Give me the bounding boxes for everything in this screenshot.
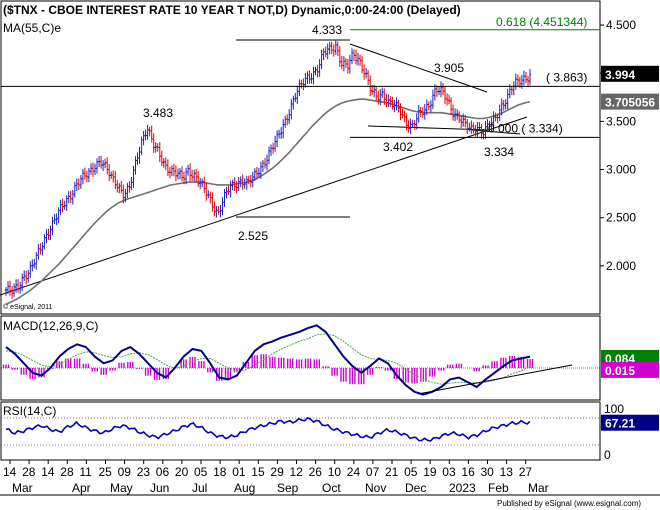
x-month-label: Aug bbox=[234, 481, 255, 495]
rsi-panel: RSI(14,C) 100 0 bbox=[0, 401, 624, 462]
x-day-label: 28 bbox=[22, 465, 36, 479]
time-axis: 14 28 14 28 11 25 09 23 06 20 05 18 01 15 29 12 26 10 24 07… bbox=[3, 460, 549, 495]
rsi-value-text: 67.21 bbox=[605, 417, 635, 431]
x-month-label: May bbox=[110, 481, 133, 495]
x-day-label: 29 bbox=[270, 465, 284, 479]
x-day-label: 12 bbox=[290, 465, 304, 479]
rsi-line bbox=[5, 416, 531, 442]
footer-credit: Published by eSignal (www.esignal.com) bbox=[497, 499, 641, 508]
peak-label-4333: 4.333 bbox=[312, 23, 342, 37]
macd-line bbox=[5, 324, 531, 396]
x-month-label: Sep bbox=[277, 481, 299, 495]
peak-label-3905: 3.905 bbox=[434, 61, 464, 75]
x-month-label: Feb bbox=[488, 481, 509, 495]
x-day-label: 23 bbox=[137, 465, 151, 479]
price-tick-label: 2.000 bbox=[606, 259, 636, 273]
trendlines bbox=[0, 39, 528, 296]
x-day-label: 13 bbox=[500, 465, 514, 479]
ma-label: MA(55,C)e bbox=[3, 21, 61, 35]
price-tick-label: 3.000 bbox=[606, 163, 636, 177]
rsi-tick-100: 100 bbox=[604, 402, 624, 416]
macd-signal-line bbox=[5, 333, 531, 385]
fib-zero-label: 0.000 ( 3.334) bbox=[488, 121, 563, 135]
fib-618-label: 0.618 (4.451344) bbox=[496, 15, 587, 29]
trendline-tail bbox=[471, 129, 521, 135]
x-day-label: 03 bbox=[442, 465, 456, 479]
x-day-label: 16 bbox=[461, 465, 475, 479]
macd-label: MACD(12,26,9,C) bbox=[3, 319, 98, 333]
hist-value-box bbox=[601, 361, 659, 378]
x-month-label: Nov bbox=[365, 481, 386, 495]
x-month-label: Mar bbox=[528, 481, 549, 495]
x-day-label: 20 bbox=[175, 465, 189, 479]
ma-value-box bbox=[601, 93, 659, 110]
x-day-label: 24 bbox=[347, 465, 361, 479]
ma-value-text: 3.705056 bbox=[605, 96, 655, 110]
last-price-box bbox=[601, 65, 659, 82]
rsi-label: RSI(14,C) bbox=[3, 404, 56, 418]
ma-55-path bbox=[5, 98, 531, 306]
chart-title: ($TNX - CBOE INTEREST RATE 10 YEAR T NOT… bbox=[3, 3, 461, 17]
x-day-label: 05 bbox=[194, 465, 208, 479]
x-month-label: Apr bbox=[72, 481, 91, 495]
macd-panel: MACD(12,26,9,C) bbox=[0, 315, 601, 401]
rsi-value-box bbox=[601, 414, 659, 431]
peak-label-3483: 3.483 bbox=[143, 106, 173, 120]
low-label-3402: 3.402 bbox=[383, 140, 413, 154]
x-day-label: 14 bbox=[41, 465, 55, 479]
x-day-label: 19 bbox=[423, 465, 437, 479]
hist-value-text: 0.015 bbox=[605, 364, 635, 378]
x-day-label: 06 bbox=[156, 465, 170, 479]
x-month-label: 2023 bbox=[449, 481, 476, 495]
x-day-label: 09 bbox=[118, 465, 132, 479]
trendline-support bbox=[0, 116, 528, 296]
x-day-label: 10 bbox=[328, 465, 342, 479]
x-month-label: Mar bbox=[12, 481, 33, 495]
x-day-label: 01 bbox=[232, 465, 246, 479]
resistance-label: ( 3.863) bbox=[546, 70, 587, 84]
x-month-label: Oct bbox=[322, 481, 341, 495]
last-price-text: 3.994 bbox=[605, 68, 635, 82]
x-day-label: 07 bbox=[366, 465, 380, 479]
levels: 0.618 (4.451344) ( 3.863) 0.000 ( 3.334) bbox=[1, 15, 600, 138]
low-label-2525: 2.525 bbox=[238, 229, 268, 243]
x-day-label: 27 bbox=[519, 465, 533, 479]
x-day-label: 25 bbox=[99, 465, 113, 479]
x-day-label: 18 bbox=[213, 465, 227, 479]
price-tick-label: 2.500 bbox=[606, 211, 636, 225]
x-day-label: 30 bbox=[481, 465, 495, 479]
trendline-down bbox=[349, 43, 488, 93]
watermark: © eSignal, 2011 bbox=[3, 303, 53, 311]
x-month-label: Dec bbox=[405, 481, 426, 495]
x-day-label: 15 bbox=[251, 465, 265, 479]
rsi-path bbox=[5, 416, 531, 442]
price-panel: ($TNX - CBOE INTEREST RATE 10 YEAR T NOT… bbox=[0, 0, 636, 315]
ma-55-line bbox=[5, 98, 531, 306]
x-day-label: 05 bbox=[404, 465, 418, 479]
x-month-label: Jul bbox=[192, 481, 207, 495]
x-month-label: Jun bbox=[150, 481, 169, 495]
x-day-label: 26 bbox=[309, 465, 323, 479]
x-day-label: 21 bbox=[385, 465, 399, 479]
low-label-3334: 3.334 bbox=[484, 145, 514, 159]
x-day-label: 11 bbox=[79, 465, 92, 479]
macd-trendline bbox=[417, 364, 573, 395]
x-day-label: 14 bbox=[3, 465, 17, 479]
rsi-tick-0: 0 bbox=[604, 448, 611, 462]
candles bbox=[4, 39, 532, 299]
price-tick-label: 4.500 bbox=[606, 18, 636, 32]
macd-lines bbox=[5, 324, 531, 396]
x-day-label: 28 bbox=[60, 465, 74, 479]
price-tick-label: 3.500 bbox=[606, 114, 636, 128]
